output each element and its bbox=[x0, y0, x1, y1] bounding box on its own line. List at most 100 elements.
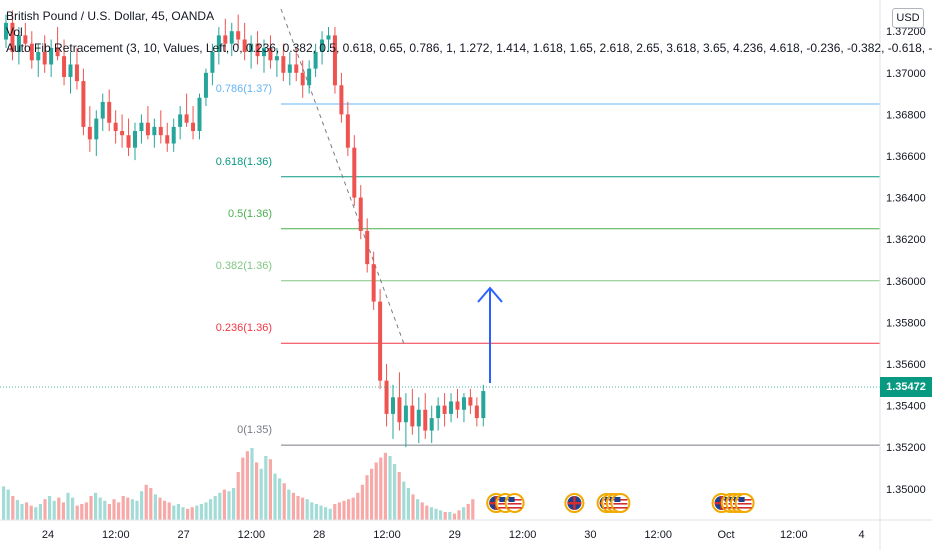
price-tick-label: 1.36200 bbox=[886, 234, 926, 246]
volume-bar bbox=[370, 468, 374, 520]
candle-body bbox=[397, 397, 402, 423]
volume-bar bbox=[126, 497, 130, 520]
candle bbox=[358, 185, 363, 240]
volume-bar bbox=[452, 513, 456, 520]
price-tick-label: 1.36800 bbox=[886, 109, 926, 121]
fib-trend-line[interactable] bbox=[280, 8, 405, 345]
us-event-flag-icon[interactable] bbox=[734, 493, 755, 513]
candle bbox=[391, 384, 395, 439]
candle bbox=[139, 114, 144, 144]
flag-stripe bbox=[613, 503, 628, 505]
volume-bar bbox=[333, 504, 337, 520]
candle bbox=[397, 372, 402, 431]
volume-bar bbox=[209, 499, 213, 520]
candle bbox=[191, 106, 196, 140]
candle bbox=[197, 93, 202, 140]
candle bbox=[442, 393, 447, 427]
candle-body bbox=[126, 135, 131, 148]
candle bbox=[249, 35, 254, 69]
currency-badge[interactable]: USD bbox=[892, 8, 924, 28]
volume-indicator-label[interactable]: Vol bbox=[6, 25, 23, 39]
candle-body bbox=[481, 391, 486, 419]
candle bbox=[461, 393, 466, 423]
candle-body bbox=[133, 131, 137, 148]
fib-retracement[interactable]: 0.786(1.37) 0.618(1.36) 0.5(1.36) 0.382(1.3… bbox=[216, 0, 880, 446]
candle-body bbox=[274, 56, 279, 61]
volume-bar bbox=[388, 456, 392, 520]
volume-bar bbox=[245, 451, 249, 520]
fib-level-label: 0.5(1.36) bbox=[228, 208, 272, 220]
candle-body bbox=[449, 401, 454, 414]
economic-events[interactable] bbox=[486, 493, 755, 513]
volume-bar bbox=[98, 497, 102, 520]
time-tick-label: 12:00 bbox=[509, 529, 537, 541]
candle-body bbox=[378, 301, 383, 381]
candle bbox=[378, 289, 383, 389]
candle-body bbox=[339, 85, 344, 115]
candle bbox=[94, 110, 99, 156]
candle-body bbox=[326, 35, 331, 40]
candle-body bbox=[49, 47, 54, 65]
candle-body bbox=[242, 39, 247, 52]
volume-bar bbox=[29, 505, 33, 520]
candle-body bbox=[23, 35, 28, 44]
flag-stripe bbox=[613, 507, 628, 509]
candle-body bbox=[365, 230, 370, 265]
candle bbox=[352, 135, 357, 206]
volume-bar bbox=[462, 507, 466, 520]
price-axis[interactable]: 1.37200 1.37000 1.36800 1.36600 1.36400 1.362… bbox=[886, 26, 926, 496]
time-tick-label: 24 bbox=[42, 529, 54, 541]
uk-event-flag-icon[interactable] bbox=[564, 493, 585, 513]
volume-bar bbox=[107, 504, 111, 520]
volume-bar bbox=[429, 507, 433, 520]
candle bbox=[42, 35, 47, 73]
candle-body bbox=[87, 126, 92, 140]
candle-body bbox=[4, 22, 8, 40]
projection-arrow[interactable] bbox=[477, 286, 503, 383]
volume-bar bbox=[222, 489, 226, 520]
candle-body bbox=[165, 135, 170, 144]
candle bbox=[210, 43, 215, 86]
volume-bar bbox=[204, 502, 208, 520]
time-tick-label: 27 bbox=[177, 529, 189, 541]
volume-bar bbox=[38, 504, 42, 520]
volume-bar bbox=[397, 472, 401, 520]
time-axis[interactable]: 24 12:00 27 12:00 28 12:00 29 12:00 30 12:00 Oct 12… bbox=[42, 529, 865, 541]
candle bbox=[107, 89, 112, 132]
volume-bar bbox=[448, 512, 452, 520]
candle bbox=[120, 114, 125, 148]
candle-body bbox=[436, 405, 441, 419]
candle bbox=[158, 110, 163, 144]
price-tick-label: 1.36400 bbox=[886, 193, 926, 205]
price-tick-label: 1.37000 bbox=[886, 68, 926, 80]
candle bbox=[371, 251, 376, 310]
fib-indicator-label[interactable]: Auto Fib Retracement (3, 10, Values, Lef… bbox=[6, 41, 932, 55]
candle bbox=[74, 47, 79, 90]
candle-body bbox=[410, 405, 415, 427]
candle-body bbox=[229, 31, 234, 44]
volume-bar bbox=[360, 484, 364, 520]
candle bbox=[410, 388, 415, 435]
candle-body bbox=[461, 397, 466, 410]
candle-body bbox=[68, 64, 73, 77]
volume-bar bbox=[181, 507, 185, 520]
us-event-flag-icon[interactable] bbox=[504, 493, 525, 513]
time-tick-label: 12:00 bbox=[780, 529, 808, 541]
volume-bar bbox=[443, 512, 447, 520]
price-tick-label: 1.35200 bbox=[886, 442, 926, 454]
candle bbox=[68, 52, 73, 94]
symbol-title[interactable]: British Pound / U.S. Dollar, 45, OANDA bbox=[6, 9, 215, 23]
volume-bar bbox=[347, 499, 351, 520]
candle bbox=[36, 43, 41, 77]
candle-body bbox=[139, 122, 144, 132]
price-tick-label: 1.35400 bbox=[886, 401, 926, 413]
candle-body bbox=[345, 114, 350, 148]
volume-bar bbox=[186, 508, 190, 520]
volume-bar bbox=[291, 492, 295, 520]
volume-bar bbox=[328, 508, 332, 520]
us-event-flag-icon[interactable] bbox=[610, 493, 631, 513]
candle bbox=[55, 27, 60, 61]
candle bbox=[81, 68, 86, 136]
